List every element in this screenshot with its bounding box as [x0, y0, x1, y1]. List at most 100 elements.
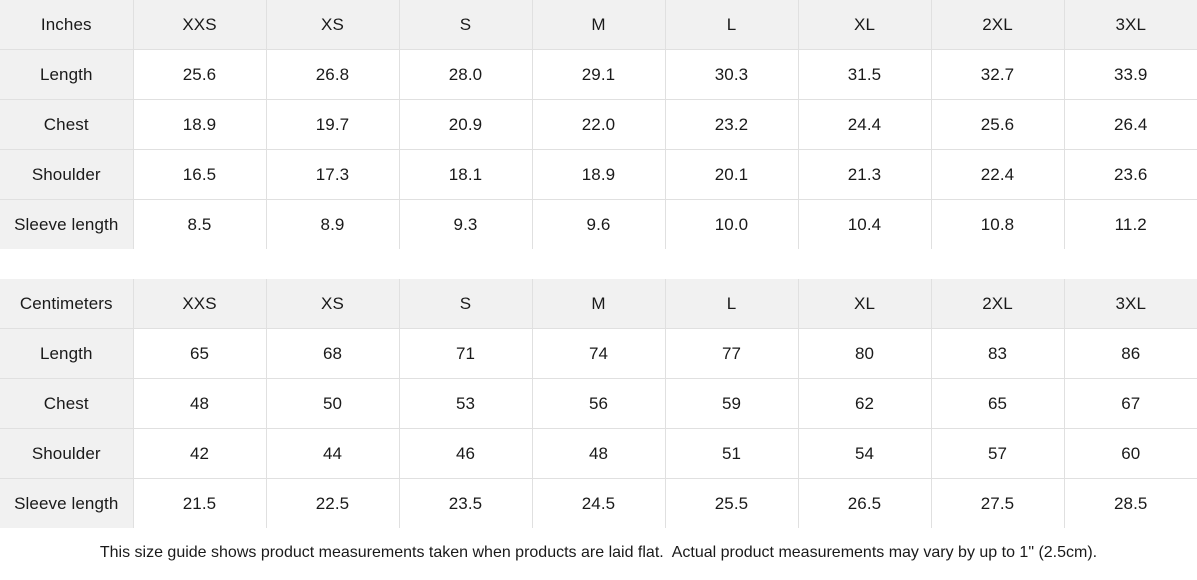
size-value-cell: 30.3	[664, 49, 799, 100]
table-row: Length 65 68 71 74 77 80 83 86	[0, 328, 1197, 379]
size-value-cell: 77	[664, 328, 799, 379]
size-value-cell: 24.5	[531, 478, 666, 529]
size-value-cell: 22.0	[531, 99, 666, 150]
size-value-cell: 56	[531, 378, 666, 429]
size-value-cell: 59	[664, 378, 799, 429]
size-table-header-row: Centimeters XXS XS S M L XL 2XL 3XL	[0, 278, 1197, 329]
size-value-cell: 10.0	[664, 199, 799, 250]
size-value-cell: 54	[797, 428, 932, 479]
size-guide-note: This size guide shows product measuremen…	[0, 528, 1197, 578]
size-value-cell: 25.6	[930, 99, 1065, 150]
row-label: Shoulder	[0, 149, 134, 200]
size-column-header: 3XL	[1063, 278, 1197, 329]
size-value-cell: 23.6	[1063, 149, 1197, 200]
size-value-cell: 26.8	[265, 49, 400, 100]
size-value-cell: 29.1	[531, 49, 666, 100]
size-value-cell: 74	[531, 328, 666, 379]
row-label: Shoulder	[0, 428, 134, 479]
size-column-header: L	[664, 0, 799, 50]
size-value-cell: 9.6	[531, 199, 666, 250]
size-value-cell: 21.3	[797, 149, 932, 200]
size-column-header: 2XL	[930, 278, 1065, 329]
size-value-cell: 48	[132, 378, 267, 429]
size-value-cell: 11.2	[1063, 199, 1197, 250]
size-value-cell: 65	[132, 328, 267, 379]
size-value-cell: 20.1	[664, 149, 799, 200]
size-column-header: XL	[797, 0, 932, 50]
table-row: Shoulder 16.5 17.3 18.1 18.9 20.1 21.3 22.4 23.6	[0, 149, 1197, 200]
size-value-cell: 18.9	[132, 99, 267, 150]
size-column-header: XS	[265, 278, 400, 329]
row-label: Sleeve length	[0, 199, 134, 250]
size-value-cell: 42	[132, 428, 267, 479]
size-column-header: XL	[797, 278, 932, 329]
size-value-cell: 8.9	[265, 199, 400, 250]
size-column-header: S	[398, 0, 533, 50]
size-value-cell: 23.2	[664, 99, 799, 150]
size-column-header: L	[664, 278, 799, 329]
size-value-cell: 51	[664, 428, 799, 479]
size-value-cell: 22.5	[265, 478, 400, 529]
size-value-cell: 10.8	[930, 199, 1065, 250]
size-column-header: XXS	[132, 0, 267, 50]
size-value-cell: 17.3	[265, 149, 400, 200]
size-value-cell: 50	[265, 378, 400, 429]
size-value-cell: 10.4	[797, 199, 932, 250]
size-value-cell: 67	[1063, 378, 1197, 429]
size-value-cell: 62	[797, 378, 932, 429]
size-value-cell: 26.5	[797, 478, 932, 529]
size-value-cell: 19.7	[265, 99, 400, 150]
size-value-cell: 25.5	[664, 478, 799, 529]
size-value-cell: 33.9	[1063, 49, 1197, 100]
size-value-cell: 57	[930, 428, 1065, 479]
row-label: Chest	[0, 99, 134, 150]
size-value-cell: 53	[398, 378, 533, 429]
size-value-cell: 44	[265, 428, 400, 479]
unit-header-inches: Inches	[0, 0, 134, 50]
table-row: Chest 48 50 53 56 59 62 65 67	[0, 378, 1197, 429]
size-value-cell: 24.4	[797, 99, 932, 150]
size-value-cell: 46	[398, 428, 533, 479]
size-value-cell: 28.5	[1063, 478, 1197, 529]
size-column-header: XXS	[132, 278, 267, 329]
size-value-cell: 83	[930, 328, 1065, 379]
row-label: Length	[0, 49, 134, 100]
row-label: Chest	[0, 378, 134, 429]
size-value-cell: 20.9	[398, 99, 533, 150]
size-value-cell: 65	[930, 378, 1065, 429]
table-row: Sleeve length 21.5 22.5 23.5 24.5 25.5 26.5 27.…	[0, 478, 1197, 529]
size-column-header: 2XL	[930, 0, 1065, 50]
size-value-cell: 71	[398, 328, 533, 379]
size-value-cell: 18.1	[398, 149, 533, 200]
row-label: Length	[0, 328, 134, 379]
size-table-header-row: Inches XXS XS S M L XL 2XL 3XL	[0, 0, 1197, 50]
size-column-header: M	[531, 0, 666, 50]
size-value-cell: 21.5	[132, 478, 267, 529]
size-value-cell: 27.5	[930, 478, 1065, 529]
size-table-inches: Inches XXS XS S M L XL 2XL 3XL Length 25.6 26.8 28…	[0, 0, 1197, 250]
size-value-cell: 8.5	[132, 199, 267, 250]
size-value-cell: 48	[531, 428, 666, 479]
size-value-cell: 22.4	[930, 149, 1065, 200]
size-column-header: M	[531, 278, 666, 329]
size-value-cell: 68	[265, 328, 400, 379]
size-value-cell: 26.4	[1063, 99, 1197, 150]
size-column-header: S	[398, 278, 533, 329]
unit-header-centimeters: Centimeters	[0, 278, 134, 329]
row-label: Sleeve length	[0, 478, 134, 529]
size-value-cell: 28.0	[398, 49, 533, 100]
size-value-cell: 60	[1063, 428, 1197, 479]
table-row: Sleeve length 8.5 8.9 9.3 9.6 10.0 10.4 10.8 11.…	[0, 199, 1197, 250]
size-value-cell: 32.7	[930, 49, 1065, 100]
size-value-cell: 23.5	[398, 478, 533, 529]
size-value-cell: 80	[797, 328, 932, 379]
size-column-header: XS	[265, 0, 400, 50]
size-table-centimeters: Centimeters XXS XS S M L XL 2XL 3XL Length 65 68 7…	[0, 278, 1197, 529]
size-value-cell: 86	[1063, 328, 1197, 379]
size-column-header: 3XL	[1063, 0, 1197, 50]
size-value-cell: 31.5	[797, 49, 932, 100]
size-value-cell: 25.6	[132, 49, 267, 100]
size-value-cell: 18.9	[531, 149, 666, 200]
table-row: Chest 18.9 19.7 20.9 22.0 23.2 24.4 25.6 26.4	[0, 99, 1197, 150]
